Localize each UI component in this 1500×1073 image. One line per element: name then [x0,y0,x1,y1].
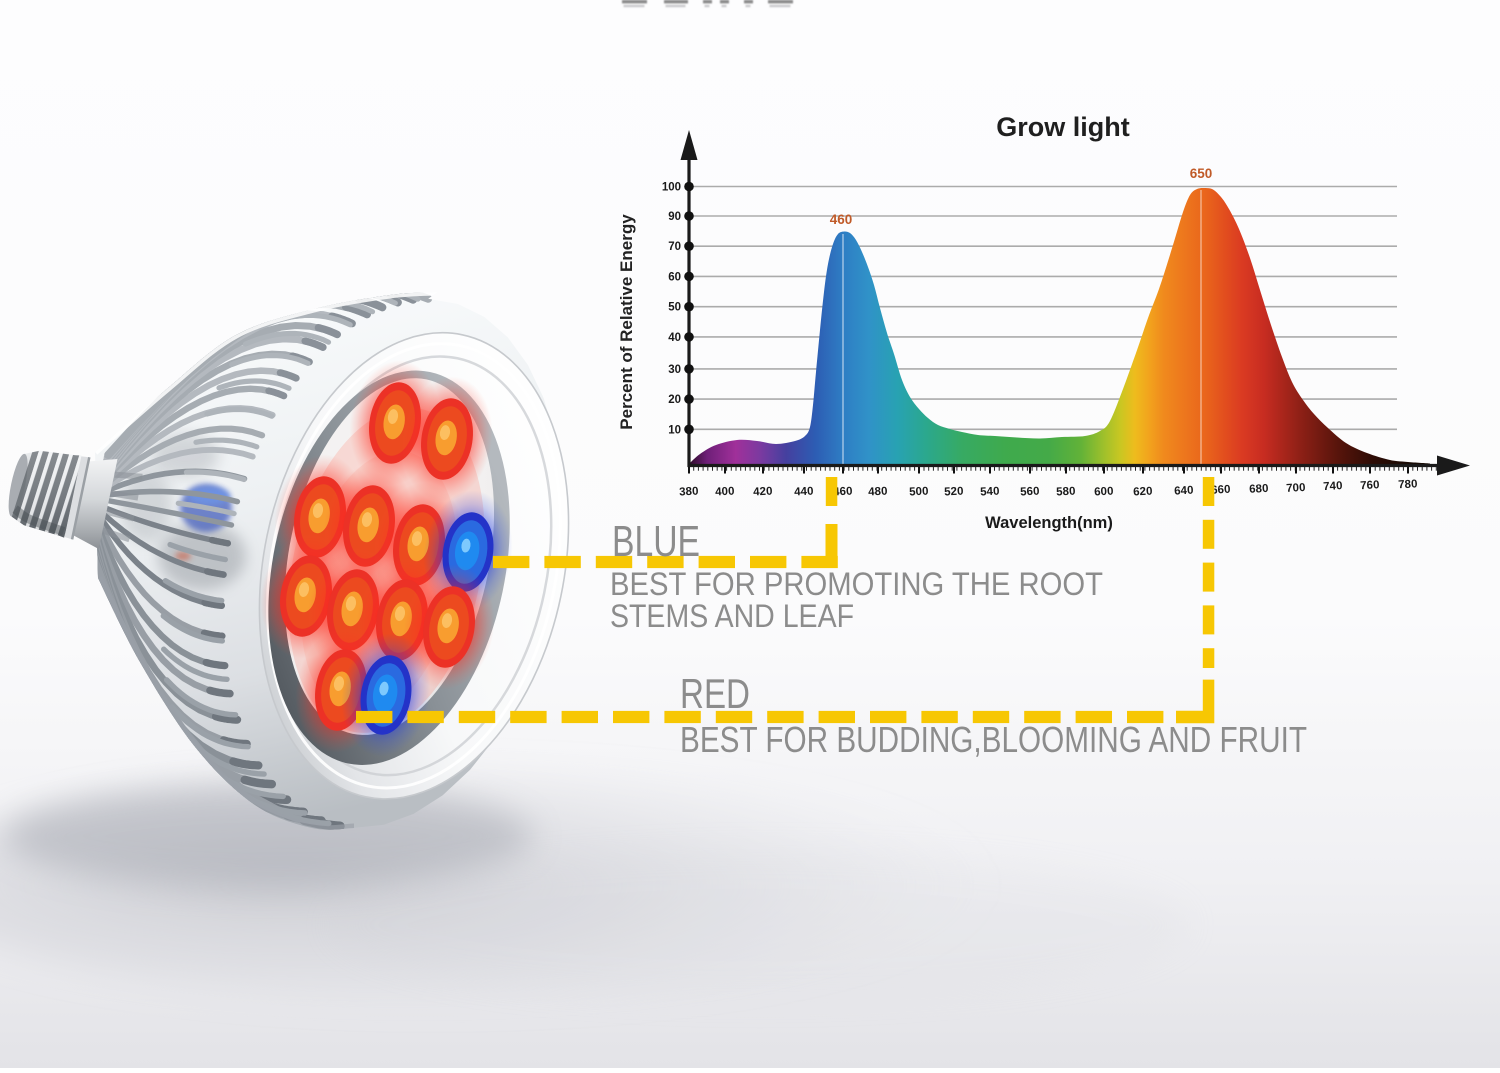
svg-text:740: 740 [1323,480,1343,493]
svg-text:460: 460 [833,486,853,499]
svg-text:660: 660 [1211,484,1231,497]
svg-text:10: 10 [668,424,681,436]
svg-text:30: 30 [668,364,681,376]
svg-text:50: 50 [668,302,681,314]
svg-text:760: 760 [1360,479,1380,492]
svg-text:380: 380 [679,486,699,499]
svg-text:700: 700 [1286,482,1306,495]
svg-text:560: 560 [1020,486,1040,499]
svg-text:BEST FOR BUDDING,BLOOMING AND: BEST FOR BUDDING,BLOOMING AND FRUIT [680,719,1307,760]
svg-text:440: 440 [794,486,814,499]
svg-text:BEST FOR PROMOTING THE ROOT: BEST FOR PROMOTING THE ROOT [610,566,1103,602]
svg-text:90: 90 [668,211,681,223]
svg-text:680: 680 [1249,483,1269,496]
svg-text:BLUE: BLUE [612,517,700,566]
svg-text:Wavelength(nm): Wavelength(nm) [985,514,1113,532]
svg-text:60: 60 [668,271,681,283]
svg-text:Percent of Relative Energy: Percent of Relative Energy [617,214,636,430]
svg-text:40: 40 [668,332,681,344]
svg-text:480: 480 [868,486,888,499]
svg-text:400: 400 [715,486,735,499]
svg-text:650: 650 [1190,166,1213,181]
svg-text:640: 640 [1174,485,1194,498]
svg-text:500: 500 [909,486,929,499]
svg-text:520: 520 [944,486,964,499]
svg-text:20: 20 [668,394,681,406]
svg-text:Grow light: Grow light [996,112,1129,142]
svg-text:420: 420 [753,486,773,499]
svg-text:70: 70 [668,241,681,253]
svg-text:540: 540 [980,486,1000,499]
svg-text:STEMS AND LEAF: STEMS AND LEAF [610,598,854,634]
svg-text:780: 780 [1398,478,1418,491]
svg-text:620: 620 [1133,486,1153,499]
svg-text:600: 600 [1094,486,1114,499]
svg-text:RED: RED [680,670,750,717]
svg-text:580: 580 [1056,486,1076,499]
svg-text:100: 100 [662,182,681,194]
svg-text:460: 460 [830,212,853,227]
